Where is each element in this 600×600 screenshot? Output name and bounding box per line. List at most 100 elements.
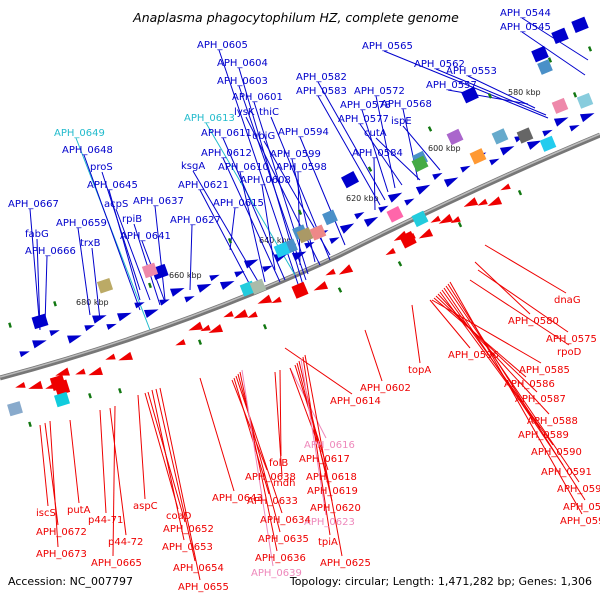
forward-gene-arrow	[92, 315, 107, 324]
gene-label: APH_0592	[557, 484, 600, 495]
label-connector	[69, 419, 80, 504]
forward-gene-arrow	[387, 192, 403, 203]
forward-gene-arrow	[329, 237, 340, 244]
gene-label: APH_0613	[184, 113, 235, 124]
gene-label: ispE	[391, 116, 412, 127]
reverse-gene-arrow	[233, 309, 249, 319]
forward-gene-block	[322, 209, 338, 226]
label-connector	[235, 375, 283, 514]
rna-feature	[487, 93, 493, 99]
feature-tile	[516, 127, 534, 144]
label-connector	[284, 347, 353, 395]
tick-label: 660 kbp	[169, 271, 202, 280]
rna-feature	[457, 221, 463, 228]
forward-gene-arrow	[243, 259, 259, 269]
label-connector	[199, 377, 235, 492]
label-connector	[159, 387, 201, 581]
label-connector	[144, 392, 179, 510]
feature-tile	[273, 241, 291, 258]
gene-label: APH_0545	[500, 22, 551, 33]
gene-label: APH_0672	[36, 527, 87, 538]
label-connector	[233, 377, 270, 495]
label-connector	[383, 50, 549, 119]
gene-label: APH_0610	[218, 162, 269, 173]
gene-label: iscS	[36, 508, 56, 519]
label-connector	[449, 281, 583, 515]
label-connector	[300, 358, 327, 516]
gene-label: APH_0654	[173, 563, 224, 574]
forward-gene-arrow	[184, 296, 195, 303]
gene-label: proS	[90, 162, 113, 173]
feature-tile	[539, 135, 557, 152]
gene-label: APH_0655	[178, 582, 229, 593]
reverse-gene-arrow	[338, 264, 354, 275]
feature-tile	[386, 205, 404, 223]
gene-label: APH_0601	[232, 92, 283, 103]
forward-gene-arrow	[569, 124, 580, 132]
gene-label: APH_0587	[515, 394, 566, 405]
gene-label: APH_0599	[270, 149, 321, 160]
label-connector	[229, 207, 236, 251]
tick-label: 580 kbp	[508, 88, 541, 97]
label-connector	[154, 205, 166, 301]
gene-label: APH_0582	[296, 72, 347, 83]
forward-gene-arrow	[169, 287, 185, 297]
rna-feature	[262, 324, 268, 330]
rna-feature	[28, 421, 32, 428]
label-connector	[155, 388, 196, 562]
forward-gene-block	[31, 313, 49, 330]
tick-label: 600 kbp	[428, 144, 461, 153]
rna-feature	[227, 237, 233, 244]
gene-label: folB	[269, 458, 288, 469]
rna-feature	[337, 287, 343, 293]
gene-label: APH_0621	[178, 180, 229, 191]
label-connector	[151, 389, 185, 541]
gene-label: APH_0594	[278, 127, 329, 138]
label-connector	[36, 238, 41, 331]
map-title: Anaplasma phagocytophilum HZ, complete g…	[132, 10, 459, 25]
gene-label: APH_0608	[240, 175, 291, 186]
gene-label: APH_0617	[299, 454, 350, 465]
forward-gene-arrow	[489, 158, 500, 166]
forward-gene-arrow	[432, 172, 443, 180]
label-connector	[477, 269, 569, 333]
forward-gene-arrow	[134, 302, 145, 309]
gene-label: APH_0615	[213, 198, 264, 209]
forward-gene-arrow	[378, 205, 389, 213]
gene-label: APH_0590	[531, 447, 582, 458]
gene-label: APH_0568	[381, 99, 432, 110]
forward-gene-arrow	[339, 223, 355, 234]
reverse-gene-arrow	[28, 380, 43, 389]
gene-label: APH_0634	[260, 515, 311, 526]
gene-label: APH_0667	[8, 199, 59, 210]
gene-label: APH_0553	[446, 66, 497, 77]
gene-label: APH_0633	[247, 496, 298, 507]
forward-gene-arrow	[67, 335, 82, 344]
rna-feature	[517, 189, 523, 196]
forward-gene-arrow	[404, 198, 415, 206]
reverse-gene-arrow	[175, 339, 186, 346]
gene-label: coaD	[166, 511, 192, 522]
label-connector	[231, 379, 268, 471]
gene-label: p44-72	[108, 537, 143, 548]
forward-gene-arrow	[49, 330, 60, 337]
reverse-gene-arrow	[438, 213, 454, 224]
forward-gene-arrow	[553, 117, 569, 127]
reverse-gene-arrow	[313, 281, 329, 291]
gene-label: APH_0596	[448, 350, 499, 361]
label-connector	[279, 369, 282, 457]
forward-gene-arrow	[106, 323, 117, 330]
gene-label: APH_0648	[62, 145, 113, 156]
label-connector	[239, 371, 278, 552]
forward-gene-arrow	[579, 113, 595, 123]
reverse-gene-arrow	[418, 228, 434, 239]
gene-label: thiC	[259, 107, 279, 118]
label-connector	[317, 81, 386, 201]
reverse-gene-arrow	[463, 197, 479, 207]
label-connector	[44, 255, 48, 326]
accession-text: Accession: NC_007797	[8, 575, 133, 588]
forward-gene-arrow	[159, 299, 170, 306]
gene-label: trxB	[80, 238, 101, 249]
